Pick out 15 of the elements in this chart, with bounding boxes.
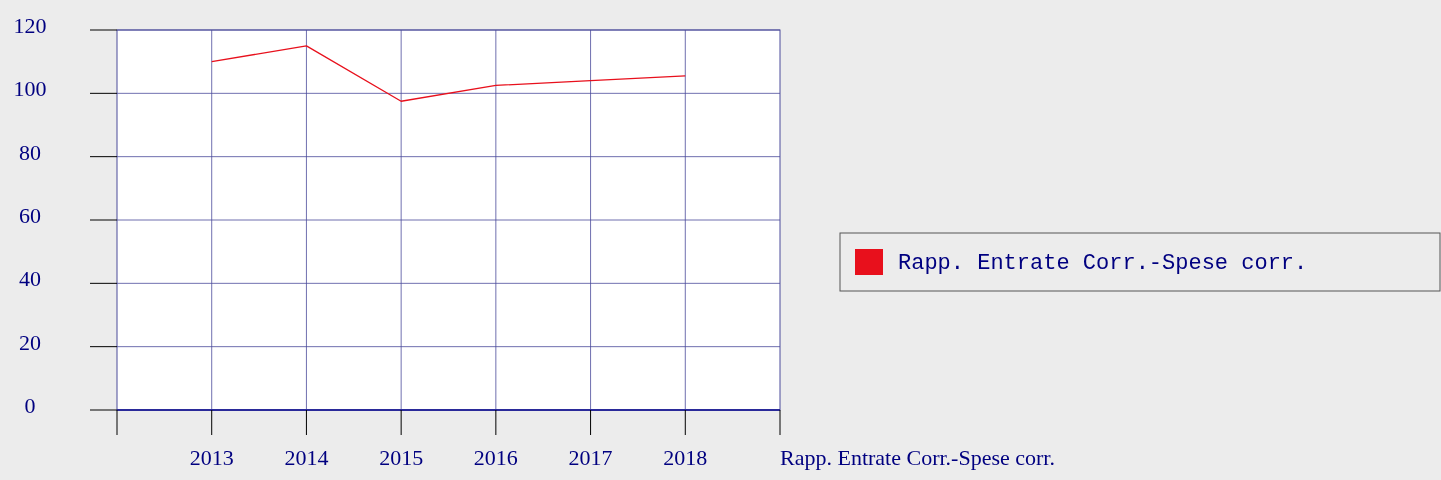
y-tick-label: 120 (13, 13, 47, 39)
y-tick-label: 80 (19, 139, 41, 165)
x-tick-label: 2017 (568, 445, 613, 470)
x-tick-label: 2015 (379, 445, 424, 470)
y-tick-label: 100 (13, 76, 47, 102)
y-tick-label: 60 (19, 203, 41, 229)
x-tick-label: 2018 (663, 445, 708, 470)
y-tick-label: 0 (24, 393, 36, 419)
y-tick-label: 40 (19, 266, 41, 292)
x-axis-title: Rapp. Entrate Corr.-Spese corr. (780, 445, 1055, 470)
x-tick-label: 2014 (284, 445, 329, 470)
x-tick-label: 2016 (473, 445, 518, 470)
x-tick-label: 2013 (189, 445, 234, 470)
y-tick-label: 20 (19, 329, 41, 355)
legend-label: Rapp. Entrate Corr.-Spese corr. (898, 250, 1308, 276)
